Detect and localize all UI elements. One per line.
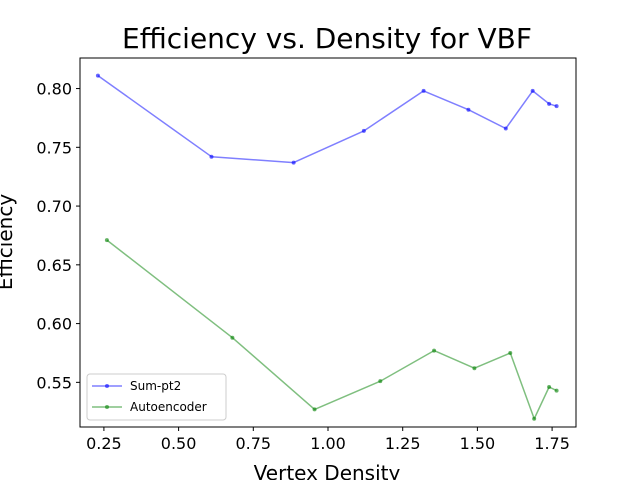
data-point-autoencoder bbox=[230, 335, 235, 340]
data-point-sum-pt2 bbox=[361, 128, 366, 133]
y-axis-label: Efficiency bbox=[0, 194, 17, 291]
y-tick-label: 0.70 bbox=[36, 197, 72, 216]
y-tick-label: 0.60 bbox=[36, 315, 72, 334]
data-point-sum-pt2 bbox=[209, 154, 214, 159]
data-point-sum-pt2 bbox=[95, 73, 100, 78]
legend-label-sum-pt2: Sum-pt2 bbox=[130, 379, 181, 393]
data-point-autoencoder bbox=[312, 407, 317, 412]
legend-label-autoencoder: Autoencoder bbox=[130, 400, 207, 414]
x-tick-label: 0.75 bbox=[235, 434, 271, 453]
legend: Sum-pt2 Autoencoder bbox=[86, 373, 227, 421]
data-point-sum-pt2 bbox=[554, 104, 559, 109]
x-tick-label: 1.50 bbox=[460, 434, 496, 453]
data-point-autoencoder bbox=[378, 379, 383, 384]
data-point-autoencoder bbox=[104, 238, 109, 243]
y-tick-label: 0.65 bbox=[36, 256, 72, 275]
series-layer bbox=[95, 73, 559, 421]
data-point-autoencoder bbox=[532, 416, 537, 421]
y-tick-label: 0.80 bbox=[36, 80, 72, 99]
legend-marker-sum-pt2 bbox=[105, 384, 109, 388]
x-axis: 0.25 0.50 0.75 1.00 1.25 1.50 1.75 bbox=[86, 427, 570, 453]
chart-title: Efficiency vs. Density for VBF bbox=[122, 22, 532, 55]
data-point-sum-pt2 bbox=[503, 126, 508, 131]
y-tick-label: 0.55 bbox=[36, 373, 72, 392]
x-tick-label: 1.00 bbox=[310, 434, 346, 453]
series-line-sum-pt2 bbox=[97, 74, 557, 164]
series-line-autoencoder bbox=[106, 239, 557, 420]
plot-frame bbox=[79, 57, 577, 428]
data-point-sum-pt2 bbox=[530, 88, 535, 93]
data-point-autoencoder bbox=[472, 366, 477, 371]
x-tick-label: 0.25 bbox=[86, 434, 122, 453]
legend-marker-autoencoder bbox=[105, 405, 109, 409]
y-tick-label: 0.75 bbox=[36, 138, 72, 157]
data-point-autoencoder bbox=[432, 348, 437, 353]
data-point-autoencoder bbox=[508, 350, 513, 355]
x-tick-label: 1.75 bbox=[534, 434, 570, 453]
data-point-sum-pt2 bbox=[421, 88, 426, 93]
data-point-autoencoder bbox=[547, 385, 552, 390]
x-tick-label: 1.25 bbox=[385, 434, 421, 453]
data-point-sum-pt2 bbox=[466, 107, 471, 112]
data-point-sum-pt2 bbox=[547, 101, 552, 106]
x-tick-label: 0.50 bbox=[161, 434, 197, 453]
data-point-autoencoder bbox=[554, 388, 559, 393]
y-axis: 0.55 0.60 0.65 0.70 0.75 0.80 bbox=[36, 80, 80, 392]
x-axis-label: Vertex Density bbox=[254, 461, 401, 480]
data-point-sum-pt2 bbox=[291, 160, 296, 165]
